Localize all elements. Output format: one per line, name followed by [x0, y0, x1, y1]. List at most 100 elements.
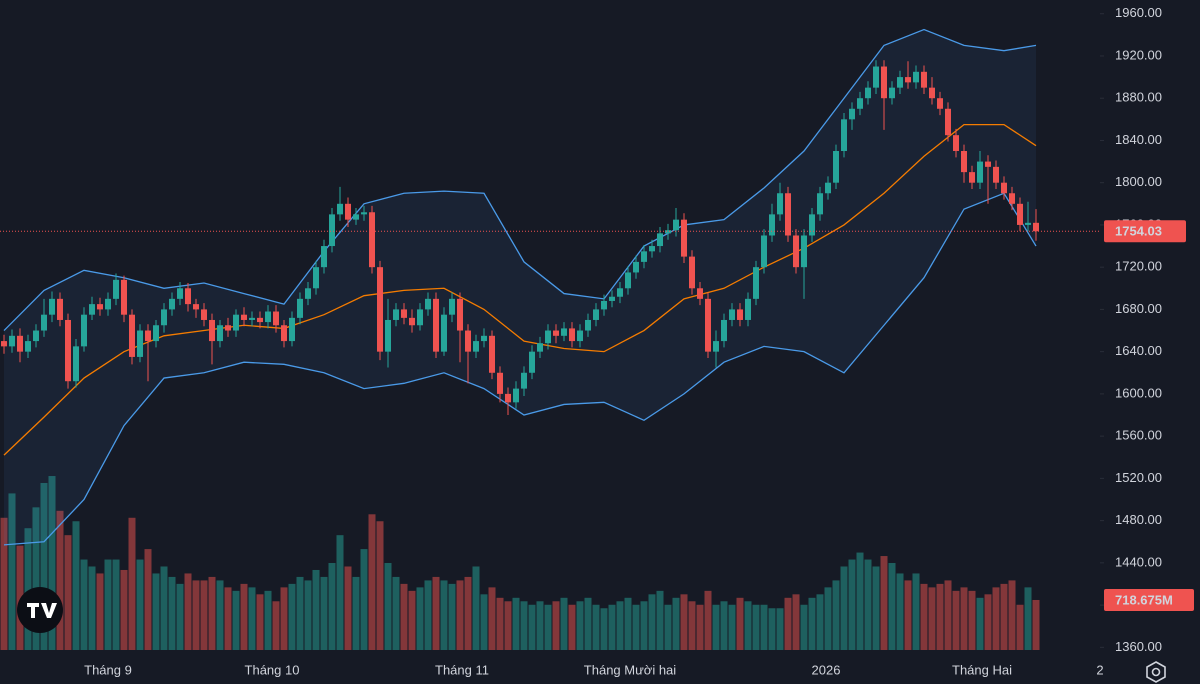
candle-body [161, 309, 167, 326]
y-tick-label: 1840.00 [1115, 132, 1162, 147]
candle-body [1017, 203, 1023, 225]
candle-body [809, 214, 815, 236]
candle-body [889, 87, 895, 99]
candle-body [113, 279, 119, 299]
volume-bar [680, 594, 688, 650]
candle-body [913, 71, 919, 83]
volume-bar [472, 566, 480, 650]
volume-bar [64, 535, 72, 650]
settings-button[interactable] [1146, 661, 1166, 683]
candle-body [569, 328, 575, 342]
candle-body [689, 256, 695, 289]
volume-bar [608, 604, 616, 650]
volume-bar [584, 597, 592, 650]
volume-bar [896, 573, 904, 650]
last-volume-label: 718.675M [1115, 592, 1173, 607]
candle-body [49, 298, 55, 315]
volume-bar [624, 597, 632, 650]
candle-body [297, 298, 303, 318]
volume-bar [112, 559, 120, 650]
candle-body [921, 71, 927, 88]
candle-body [137, 330, 143, 357]
candle-body [801, 235, 807, 268]
volume-bar [96, 573, 104, 650]
volume-bar [152, 573, 160, 650]
candle-body [833, 151, 839, 183]
candle-body [481, 335, 487, 342]
candle-body [281, 325, 287, 342]
candle-body [401, 309, 407, 318]
candle-body [497, 372, 503, 394]
volume-bar [528, 604, 536, 650]
candle-body [529, 351, 535, 373]
candle-body [473, 341, 479, 352]
candle-body [561, 328, 567, 336]
volume-bar [440, 580, 448, 650]
volume-bar [1008, 580, 1016, 650]
volume-bar [432, 576, 440, 650]
candle-body [121, 279, 127, 315]
candle-body [225, 325, 231, 331]
volume-bar [464, 576, 472, 650]
x-tick-label: Tháng Hai [952, 662, 1012, 677]
candle-body [241, 314, 247, 320]
volume-bar [776, 608, 784, 650]
candle-body [441, 314, 447, 352]
settings-icon[interactable] [1146, 661, 1166, 683]
volume-bar [712, 604, 720, 650]
volume-bar [496, 597, 504, 650]
volume-bar [640, 601, 648, 650]
candle-body [857, 98, 863, 109]
candle-body [873, 66, 879, 88]
volume-bar [936, 583, 944, 650]
volume-bar [792, 594, 800, 650]
candle-body [201, 309, 207, 320]
volume-bar [176, 583, 184, 650]
volume-bar [216, 580, 224, 650]
volume-bar [1000, 583, 1008, 650]
volume-bar [752, 604, 760, 650]
candle-body [993, 166, 999, 183]
volume-bar [272, 601, 280, 650]
volume-bar [872, 566, 880, 650]
volume-bar [976, 597, 984, 650]
last-volume-box [1104, 588, 1194, 611]
candle-body [713, 341, 719, 352]
volume-bar [328, 563, 336, 650]
volume-bar [632, 604, 640, 650]
candle-body [761, 235, 767, 268]
volume-bar [960, 587, 968, 650]
logo-mark [27, 603, 57, 618]
volume-bar [600, 608, 608, 650]
candle-body [257, 317, 263, 323]
y-tick-label: 1720.00 [1115, 259, 1162, 274]
volume-bar [672, 597, 680, 650]
candle-body [825, 182, 831, 194]
candle-body [337, 203, 343, 215]
candle-body [657, 233, 663, 247]
candle-body [145, 330, 151, 342]
volume-bar [392, 576, 400, 650]
volume-bar [192, 580, 200, 650]
candle-body [273, 311, 279, 326]
candle-body [409, 317, 415, 326]
x-tick-label: 2026 [812, 662, 841, 677]
volume-bar [352, 576, 360, 650]
volume-bar [744, 601, 752, 650]
settings-icon-center[interactable] [1151, 667, 1161, 677]
y-tick-label: 1800.00 [1115, 174, 1162, 189]
candle-body [9, 335, 15, 347]
volume-bar [848, 559, 856, 650]
candle-body [953, 135, 959, 152]
volume-bar [264, 590, 272, 650]
logo [17, 587, 63, 633]
volume-bar [120, 569, 128, 650]
candle-body [345, 203, 351, 220]
volume-bar [536, 601, 544, 650]
volume-bar [48, 476, 56, 650]
volume-bar [488, 587, 496, 650]
candle-body [57, 298, 63, 320]
